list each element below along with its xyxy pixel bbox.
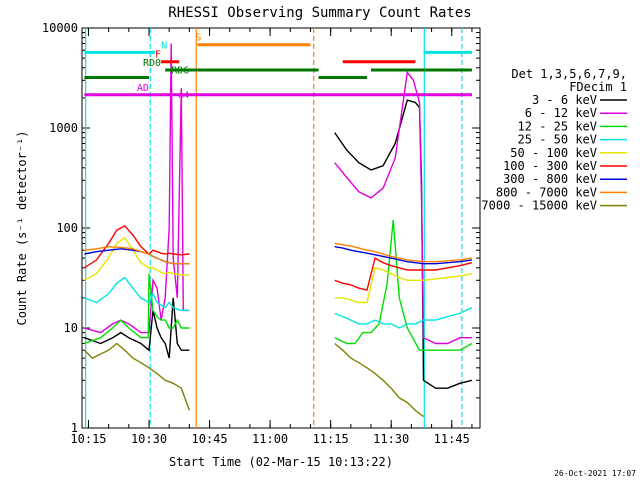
legend-entry-label: 25 - 50 keV [518,133,597,147]
flag-label-F: F [155,50,161,61]
x-tick-label: 10:30 [131,432,167,446]
x-tick-label: 11:30 [373,432,409,446]
x-tick-label: 11:15 [313,432,349,446]
series-line-800-7000keV [334,242,473,263]
legend-entry-label: 12 - 25 keV [518,119,597,133]
y-axis-title: Count Rate (s⁻¹ detector⁻¹) [15,130,29,325]
series-line-300-800keV [334,246,473,265]
x-tick-label: 10:45 [191,432,227,446]
flag-label-N: N [161,40,167,51]
y-tick-label: 1000 [49,121,78,135]
legend-entry-label: 100 - 300 keV [503,159,597,173]
footer-date: 26-Oct-2021 17:07 [554,469,636,478]
series-line-6-12keV [334,70,472,345]
series-line-7000-15000keV [83,342,191,411]
series-line-100-300keV [334,257,473,291]
x-tick-label: 11:00 [252,432,288,446]
legend-header-line1: Det 1,3,5,6,7,9, [511,67,627,81]
y-tick-label: 1 [71,421,78,435]
series-line-100-300keV [84,225,190,269]
flag-label-extra: A4 [178,91,189,101]
y-tick-label: 100 [56,221,78,235]
series-line-50-100keV [84,236,190,281]
series-line-12-25keV [334,220,473,351]
flag-label-AD: AD [137,83,149,94]
legend-header-line2: FDecim 1 [569,80,627,94]
x-tick-label: 11:45 [434,432,470,446]
flag-label-S: S [195,33,201,44]
legend-entry-label: 7000 - 15000 keV [481,199,597,213]
series-line-25-50keV [334,306,473,329]
flag-label-RD0: RD0 [143,58,161,69]
chart-title: RHESSI Observing Summary Count Rates [168,5,471,21]
legend-entry-label: 800 - 7000 keV [496,185,597,199]
series-line-12-25keV [84,273,190,345]
flag-label-RD6: RD6 [171,65,189,76]
series-line-25-50keV [84,276,190,312]
series-line-7000-15000keV [334,342,424,418]
legend-entry-label: 3 - 6 keV [532,93,597,107]
y-tick-label: 10 [64,321,78,335]
legend-entry-label: 50 - 100 keV [510,146,597,160]
y-tick-label: 10000 [42,21,78,35]
x-axis-title: Start Time (02-Mar-15 10:13:22) [169,455,393,469]
series-line-50-100keV [334,266,473,304]
legend-entry-label: 300 - 800 keV [503,172,597,186]
series-line-3-6keV [334,99,473,389]
x-tick-label: 10:15 [70,432,106,446]
series-line-800-7000keV [84,245,190,265]
series-line-3-6keV [84,297,190,359]
legend-entry-label: 6 - 12 keV [525,106,597,120]
